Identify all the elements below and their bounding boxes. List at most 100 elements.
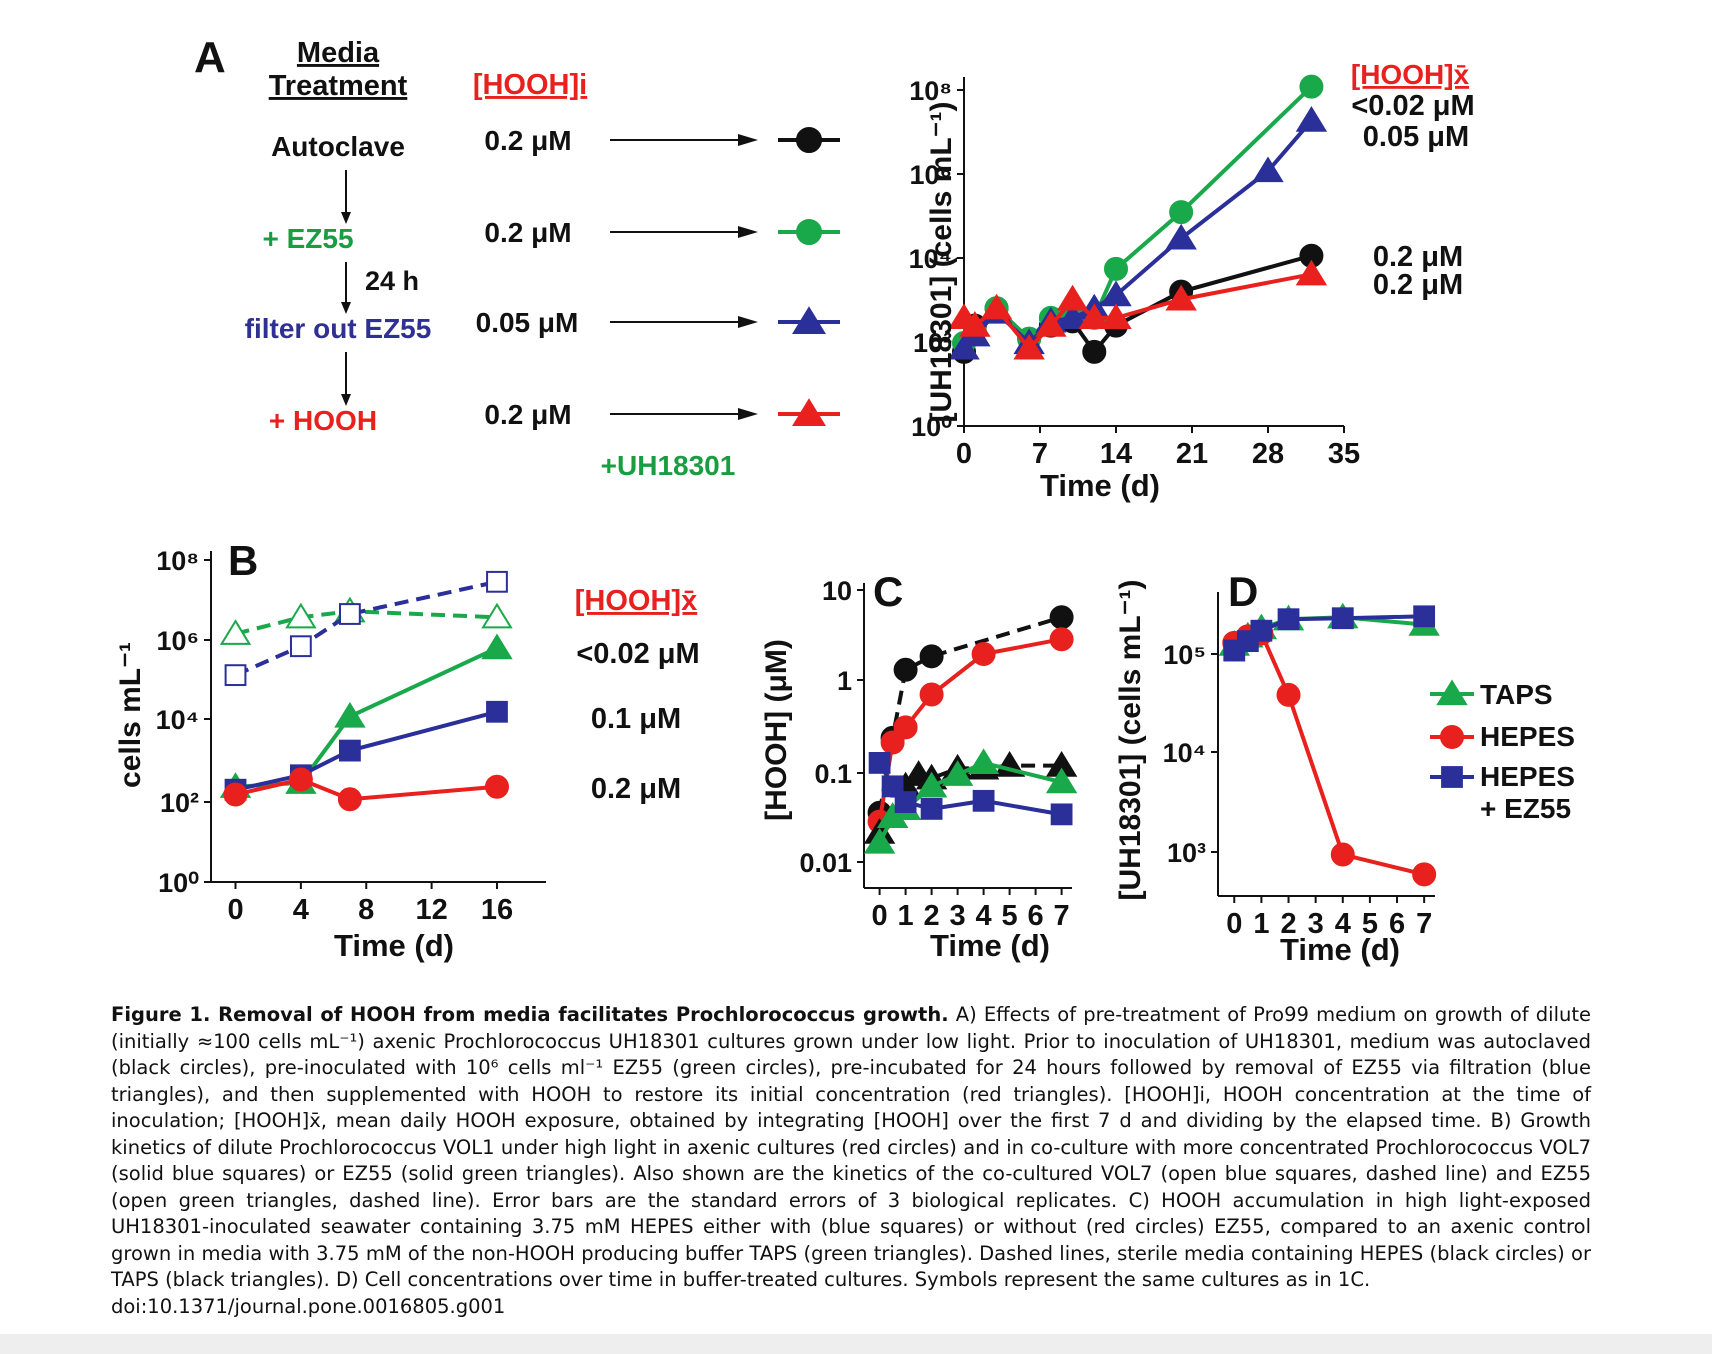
legend-value: 0.2 μM <box>1373 269 1463 301</box>
treatment-step: filter out EZ55 <box>245 313 432 344</box>
flow-arrowhead <box>341 212 351 224</box>
y-tick-label: 0.01 <box>799 848 852 878</box>
figure-caption: Figure 1. Removal of HOOH from media fac… <box>111 1002 1591 1320</box>
data-point-square <box>339 603 361 625</box>
data-point-triangle <box>1252 156 1284 183</box>
y-tick-label: 10⁸ <box>156 546 199 576</box>
legend-value: <0.02 μM <box>576 638 699 670</box>
treatment-concentration: 0.2 μM <box>484 125 571 156</box>
data-point-triangle <box>863 827 896 854</box>
treatment-concentration: 0.2 μM <box>484 217 571 248</box>
series-line <box>234 579 498 677</box>
data-point-triangle <box>1078 303 1110 330</box>
y-tick-label: 10² <box>913 328 952 358</box>
data-point-triangle <box>980 293 1013 320</box>
y-tick-label: 10⁶ <box>157 626 199 656</box>
x-tick-label: 7 <box>1054 900 1070 932</box>
data-point-circle <box>1104 256 1128 281</box>
chart-panel-B: 0 4 8 12 16 10⁰ 10² 10⁴ 10⁶ 10⁸ <box>156 546 546 926</box>
series-line <box>962 272 1312 352</box>
data-point-square <box>1413 605 1436 628</box>
time-24h-label: 24 h <box>365 266 419 296</box>
data-point-triangle <box>1056 284 1089 311</box>
data-point-triangle <box>792 306 826 335</box>
legend-value: 0.05 μM <box>1363 121 1469 153</box>
data-point-square <box>289 635 312 658</box>
y-tick-label: 10⁴ <box>1163 738 1206 768</box>
y-tick-label: 0.1 <box>814 759 852 789</box>
x-tick-label: 0 <box>1226 908 1242 940</box>
data-point-circle <box>288 767 313 792</box>
data-point-triangle <box>1295 106 1328 132</box>
x-tick-label: 6 <box>1389 908 1405 940</box>
series-line <box>235 646 498 789</box>
x-tick-label: 35 <box>1328 438 1360 470</box>
x-axis-label-c: Time (d) <box>930 928 1050 963</box>
data-point-circle <box>1082 339 1107 364</box>
hooh-i-header: [HOOH]i <box>473 69 587 101</box>
y-axis-label-a: [UH18301] (cells mL⁻¹) <box>925 102 958 423</box>
series-line <box>235 609 498 636</box>
data-point-square <box>224 664 247 687</box>
y-tick-label: 10 <box>822 576 852 606</box>
x-tick-label: 3 <box>1308 908 1324 940</box>
y-tick-label: 10⁶ <box>910 160 952 190</box>
data-point-square <box>1441 766 1463 788</box>
legend-item-hepes: HEPES <box>1480 721 1575 752</box>
x-tick-label: 14 <box>1100 438 1132 470</box>
treatment-step: + HOOH <box>269 405 377 436</box>
data-point-circle <box>1440 725 1464 749</box>
data-point-circle <box>893 657 918 682</box>
data-point-circle <box>971 642 996 667</box>
legend-title-a: [HOOH]x̄ <box>1351 59 1470 90</box>
data-point-circle <box>919 644 944 669</box>
data-point-triangle <box>941 760 974 786</box>
data-point-triangle <box>1045 767 1078 794</box>
arrow-head <box>738 316 758 328</box>
data-point-triangle <box>1013 333 1045 360</box>
x-tick-label: 0 <box>227 894 243 926</box>
data-point-triangle <box>967 748 1000 775</box>
legend-title-b: [HOOH]x̄ <box>575 585 697 617</box>
x-tick-label: 2 <box>1280 908 1296 940</box>
x-tick-label: 2 <box>924 900 940 932</box>
data-point-triangle <box>285 602 317 629</box>
data-point-triangle <box>948 333 980 360</box>
x-tick-label: 4 <box>1335 908 1351 940</box>
x-axis-label-a: Time (d) <box>1040 468 1160 503</box>
flow-arrowhead <box>341 394 351 406</box>
series-line <box>962 85 1313 345</box>
data-point-square <box>486 700 508 723</box>
x-axis-label-d: Time (d) <box>1280 932 1400 967</box>
treatment-header: Treatment <box>269 70 408 102</box>
panel-letter-b: B <box>228 537 258 584</box>
x-tick-label: 5 <box>1362 908 1378 940</box>
x-tick-label: 16 <box>481 894 513 926</box>
data-point-triangle <box>959 311 991 337</box>
y-tick-label: 10⁰ <box>158 868 199 898</box>
series-line <box>962 253 1312 356</box>
legend-value: <0.02 μM <box>1351 90 1474 122</box>
y-tick-label: 10⁰ <box>911 412 952 442</box>
x-tick-label: 3 <box>950 900 966 932</box>
panel-letter-a: A <box>194 33 226 82</box>
data-point-circle <box>919 682 944 707</box>
x-axis-label-b: Time (d) <box>334 928 454 963</box>
data-point-circle <box>223 782 248 807</box>
panel-letter-d: D <box>1228 568 1258 615</box>
y-tick-label: 10³ <box>1167 838 1206 868</box>
series-line <box>1233 631 1425 877</box>
data-point-triangle <box>219 619 252 645</box>
data-point-triangle <box>481 602 513 629</box>
y-tick-label: 10⁵ <box>1163 640 1206 670</box>
x-tick-label: 1 <box>898 900 914 932</box>
page-bottom-bar <box>0 1334 1712 1354</box>
x-tick-label: 7 <box>1416 908 1432 940</box>
chart-panel-A: 0 7 14 21 28 35 10⁰ 10² 10⁴ 10⁶ 10⁸ <box>909 74 1360 470</box>
data-point-triangle <box>481 633 513 660</box>
legend-item-taps: TAPS <box>1480 679 1553 710</box>
data-point-circle <box>1276 682 1301 707</box>
inoculation-label: +UH18301 <box>601 450 736 481</box>
caption-doi: doi:10.1371/journal.pone.0016805.g001 <box>111 1294 506 1318</box>
